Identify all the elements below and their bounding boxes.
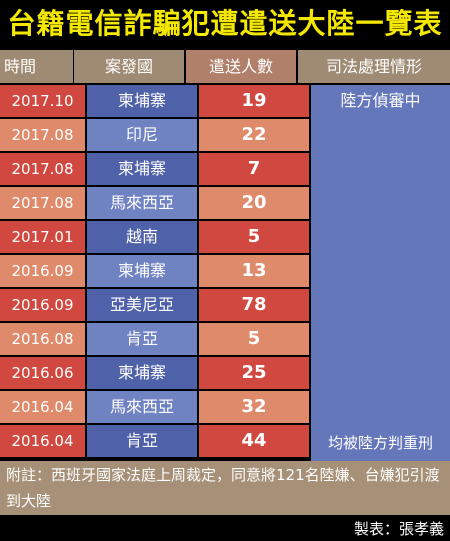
table-row-date: 2017.08 [0, 187, 85, 219]
table-row-country: 馬來西亞 [87, 391, 197, 423]
table-row-date: 2017.08 [0, 153, 85, 185]
table-row-country: 柬埔寨 [87, 357, 197, 389]
footnote: 附註：西班牙國家法庭上周裁定，同意將121名陸嫌、台嫌犯引渡到大陸 [0, 461, 450, 515]
table-row-country: 柬埔寨 [87, 153, 197, 185]
table-row-count: 25 [199, 357, 309, 389]
table-row-count: 78 [199, 289, 309, 321]
table-row-count: 19 [199, 85, 309, 117]
table-row-count: 13 [199, 255, 309, 287]
table-row-country: 馬來西亞 [87, 187, 197, 219]
table-row-date: 2017.10 [0, 85, 85, 117]
table-row-date: 2016.04 [0, 391, 85, 423]
table-row-country: 越南 [87, 221, 197, 253]
table-row-country: 柬埔寨 [87, 85, 197, 117]
status-column [311, 85, 450, 461]
page-title: 台籍電信詐騙犯遭遣送大陸一覽表 [0, 0, 450, 48]
credit: 製表：張孝義 [353, 520, 444, 538]
status-sentenced: 均被陸方判重刑 [327, 434, 433, 452]
header-count: 遣送人數 [186, 50, 296, 83]
table-row-count: 32 [199, 391, 309, 423]
table-row-country: 肯亞 [87, 323, 197, 355]
table-row-country: 印尼 [87, 119, 197, 151]
header-status: 司法處理情形 [298, 50, 450, 83]
table-row-count: 5 [199, 221, 309, 253]
table-row-date: 2017.08 [0, 119, 85, 151]
table-row-count: 20 [199, 187, 309, 219]
table-row-country: 柬埔寨 [87, 255, 197, 287]
table-row-country: 肯亞 [87, 425, 197, 457]
table-row-count: 44 [199, 425, 309, 457]
status-pending: 陸方偵審中 [340, 91, 421, 110]
table-row-date: 2016.04 [0, 425, 85, 457]
table-row-date: 2016.09 [0, 255, 85, 287]
table-row-count: 22 [199, 119, 309, 151]
header-date: 時間 [0, 50, 73, 83]
table-row-country: 亞美尼亞 [87, 289, 197, 321]
table-row-count: 7 [199, 153, 309, 185]
table-row-date: 2016.09 [0, 289, 85, 321]
table-row-date: 2016.06 [0, 357, 85, 389]
table-row-date: 2016.08 [0, 323, 85, 355]
header-country: 案發國 [74, 50, 184, 83]
table-row-count: 5 [199, 323, 309, 355]
table-row-date: 2017.01 [0, 221, 85, 253]
